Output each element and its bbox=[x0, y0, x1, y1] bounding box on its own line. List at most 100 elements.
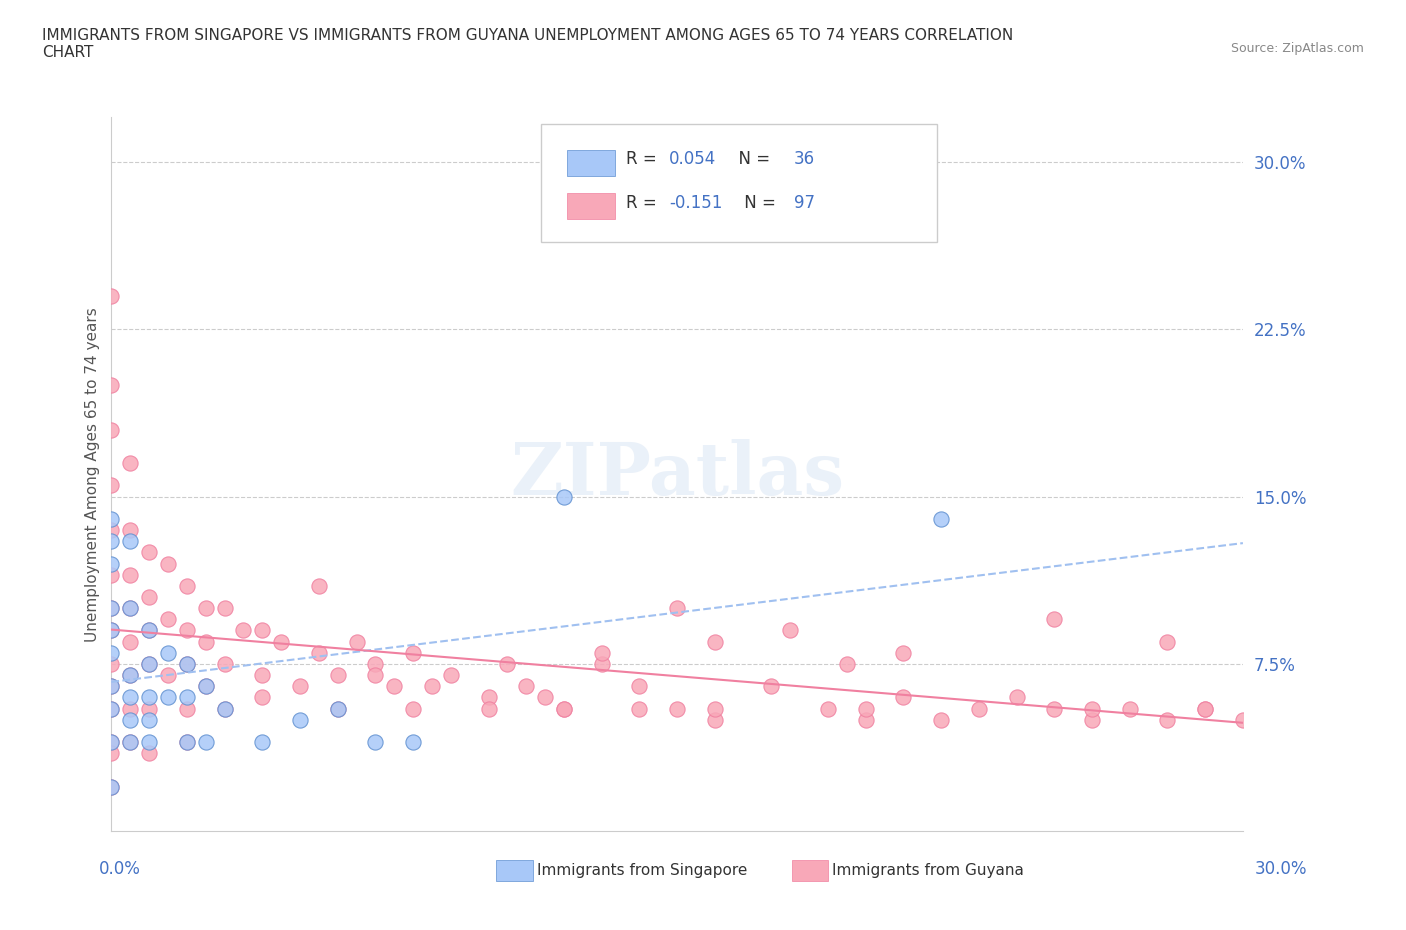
Point bbox=[100, 601, 122, 616]
Text: 36: 36 bbox=[794, 150, 815, 167]
Text: Source: ZipAtlas.com: Source: ZipAtlas.com bbox=[1230, 42, 1364, 55]
Point bbox=[194, 679, 217, 694]
Point bbox=[100, 478, 122, 493]
Point bbox=[120, 601, 142, 616]
Point bbox=[156, 556, 179, 571]
Text: 97: 97 bbox=[794, 194, 814, 212]
Y-axis label: Unemployment Among Ages 65 to 74 years: Unemployment Among Ages 65 to 74 years bbox=[86, 307, 100, 642]
Point bbox=[402, 735, 425, 750]
Point bbox=[761, 679, 783, 694]
Point bbox=[120, 456, 142, 471]
Point bbox=[346, 634, 368, 649]
Point bbox=[138, 746, 160, 761]
Point bbox=[402, 701, 425, 716]
Text: -0.151: -0.151 bbox=[669, 194, 723, 212]
Point bbox=[326, 701, 349, 716]
Point bbox=[288, 679, 311, 694]
Point bbox=[1119, 701, 1142, 716]
Point bbox=[553, 701, 575, 716]
Point bbox=[138, 657, 160, 671]
Point bbox=[477, 701, 499, 716]
Point bbox=[138, 701, 160, 716]
Point bbox=[120, 735, 142, 750]
Point bbox=[100, 657, 122, 671]
Point bbox=[100, 679, 122, 694]
Point bbox=[176, 701, 198, 716]
Point bbox=[194, 735, 217, 750]
Text: R =: R = bbox=[626, 194, 662, 212]
Point bbox=[591, 645, 613, 660]
Point bbox=[1081, 712, 1104, 727]
Point bbox=[100, 746, 122, 761]
Point bbox=[100, 679, 122, 694]
Point bbox=[120, 634, 142, 649]
Point bbox=[364, 668, 387, 683]
Point bbox=[138, 690, 160, 705]
Text: 0.0%: 0.0% bbox=[98, 860, 141, 878]
Point bbox=[138, 590, 160, 604]
FancyBboxPatch shape bbox=[568, 193, 614, 219]
Text: ZIPatlas: ZIPatlas bbox=[510, 439, 844, 510]
Point bbox=[120, 690, 142, 705]
Point bbox=[252, 735, 274, 750]
Point bbox=[194, 634, 217, 649]
Point bbox=[477, 690, 499, 705]
Point bbox=[214, 657, 236, 671]
Point bbox=[138, 623, 160, 638]
Point bbox=[420, 679, 443, 694]
Point bbox=[176, 735, 198, 750]
Point bbox=[120, 567, 142, 582]
Point bbox=[1194, 701, 1216, 716]
Point bbox=[100, 735, 122, 750]
Point bbox=[120, 601, 142, 616]
Point bbox=[402, 645, 425, 660]
Point bbox=[100, 779, 122, 794]
Point bbox=[156, 645, 179, 660]
Point bbox=[553, 489, 575, 504]
Point bbox=[100, 623, 122, 638]
Point bbox=[308, 578, 330, 593]
Point bbox=[628, 701, 651, 716]
Point bbox=[176, 657, 198, 671]
Point bbox=[779, 623, 801, 638]
Point bbox=[534, 690, 557, 705]
Point bbox=[100, 623, 122, 638]
Point bbox=[232, 623, 254, 638]
Text: Immigrants from Guyana: Immigrants from Guyana bbox=[832, 863, 1024, 878]
Point bbox=[1232, 712, 1254, 727]
Point bbox=[214, 601, 236, 616]
Point bbox=[156, 612, 179, 627]
Point bbox=[1043, 701, 1066, 716]
Point bbox=[929, 512, 952, 526]
Point bbox=[214, 701, 236, 716]
Point bbox=[100, 556, 122, 571]
Point bbox=[138, 657, 160, 671]
Point bbox=[176, 657, 198, 671]
Text: Immigrants from Singapore: Immigrants from Singapore bbox=[537, 863, 748, 878]
Point bbox=[1043, 612, 1066, 627]
Point bbox=[100, 378, 122, 392]
Point bbox=[515, 679, 537, 694]
Point bbox=[214, 701, 236, 716]
Point bbox=[120, 668, 142, 683]
Point bbox=[100, 701, 122, 716]
Point bbox=[855, 712, 877, 727]
Point bbox=[120, 668, 142, 683]
Point bbox=[326, 668, 349, 683]
Point bbox=[176, 690, 198, 705]
Point bbox=[1156, 634, 1178, 649]
Point bbox=[100, 701, 122, 716]
Point bbox=[496, 657, 519, 671]
Point bbox=[967, 701, 990, 716]
Text: 0.054: 0.054 bbox=[669, 150, 717, 167]
Point bbox=[252, 690, 274, 705]
Point bbox=[120, 523, 142, 538]
Text: IMMIGRANTS FROM SINGAPORE VS IMMIGRANTS FROM GUYANA UNEMPLOYMENT AMONG AGES 65 T: IMMIGRANTS FROM SINGAPORE VS IMMIGRANTS … bbox=[42, 28, 1014, 60]
Point bbox=[855, 701, 877, 716]
Point bbox=[893, 690, 915, 705]
Point bbox=[138, 545, 160, 560]
Point bbox=[1194, 701, 1216, 716]
Point bbox=[440, 668, 463, 683]
Point bbox=[308, 645, 330, 660]
Point bbox=[138, 735, 160, 750]
